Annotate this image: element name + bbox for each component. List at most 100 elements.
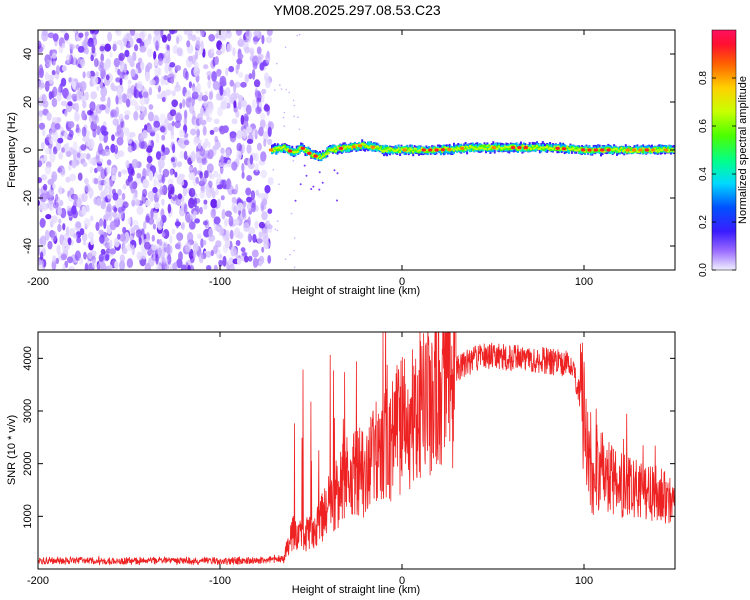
noise-blob <box>56 224 63 232</box>
noise-blob <box>47 178 55 186</box>
signal-band-segment <box>313 152 316 155</box>
noise-blob <box>166 44 170 51</box>
signal-band-segment <box>623 147 626 150</box>
noise-blob <box>261 34 265 45</box>
signal-band-segment <box>521 147 524 152</box>
noise-blob <box>44 147 52 155</box>
noise-blob <box>70 57 74 64</box>
noise-blob <box>91 259 98 269</box>
noise-speck <box>289 253 291 256</box>
noise-blob <box>267 208 273 214</box>
noise-blob <box>131 158 139 169</box>
signal-peak <box>338 146 344 150</box>
signal-band-segment <box>326 149 329 153</box>
noise-blob <box>109 239 113 249</box>
signal-band-segment <box>278 147 281 151</box>
signal-band-segment <box>285 149 288 152</box>
noise-blob <box>62 263 66 270</box>
noise-blob <box>213 225 221 231</box>
noise-blob <box>252 257 259 268</box>
noise-blob <box>204 170 209 179</box>
signal-band-segment <box>643 148 646 154</box>
signal-band-segment <box>653 147 656 150</box>
noise-blob <box>259 119 266 129</box>
noise-blob <box>148 192 153 202</box>
noise-blob <box>261 246 265 253</box>
noise-blob <box>87 110 93 116</box>
noise-speck <box>282 116 285 119</box>
signal-band-segment <box>278 146 281 149</box>
signal-band-segment <box>649 148 652 153</box>
noise-blob <box>236 130 243 139</box>
noise-blob <box>254 88 259 99</box>
noise-blob <box>206 265 212 270</box>
signal-band-segment <box>426 149 429 153</box>
noise-blob <box>72 141 78 151</box>
noise-blob <box>58 152 64 160</box>
noise-blob <box>249 47 255 56</box>
noise-blob <box>47 240 53 250</box>
noise-blob <box>137 67 142 74</box>
noise-blob <box>73 194 79 202</box>
signal-band-segment <box>346 145 349 149</box>
noise-blob <box>159 185 165 196</box>
signal-band-segment <box>610 148 613 151</box>
signal-band-segment <box>387 148 390 151</box>
signal-band-segment <box>607 146 610 150</box>
noise-blob <box>130 168 135 176</box>
noise-blob <box>251 69 256 80</box>
noise-blob <box>58 117 62 123</box>
noise-blob <box>217 173 222 183</box>
noise-blob <box>225 67 229 74</box>
noise-blob <box>258 260 263 267</box>
signal-band-segment <box>598 147 601 150</box>
noise-blob <box>62 242 65 252</box>
signal-band-segment <box>531 144 534 147</box>
signal-band-segment <box>576 146 579 150</box>
signal-band-segment <box>486 145 489 147</box>
noise-blob <box>84 262 89 270</box>
noise-blob <box>132 51 137 62</box>
signal-band-segment <box>375 147 378 152</box>
noise-blob <box>99 45 105 52</box>
noise-blob <box>199 206 203 215</box>
noise-blob <box>126 87 133 99</box>
noise-blob <box>153 210 158 220</box>
signal-band-segment <box>387 146 390 150</box>
noise-blob <box>199 161 203 170</box>
noise-blob <box>248 73 253 80</box>
noise-blob <box>65 54 72 64</box>
signal-band-segment <box>402 147 404 150</box>
noise-speck <box>272 168 275 171</box>
noise-blob <box>51 52 57 59</box>
noise-blob <box>75 123 80 133</box>
noise-blob <box>193 197 197 208</box>
signal-band-segment <box>320 156 323 159</box>
noise-blob <box>252 128 258 137</box>
noise-blob <box>75 102 79 113</box>
noise-blob <box>171 228 176 235</box>
noise-blob <box>186 40 191 48</box>
noise-blob <box>213 245 218 254</box>
noise-blob <box>265 220 271 228</box>
signal-band-segment <box>559 148 562 151</box>
noise-blob <box>252 61 258 70</box>
signal-band-segment <box>655 147 658 150</box>
signal-band-segment <box>425 149 428 152</box>
noise-blob <box>253 79 261 88</box>
signal-peak <box>434 148 439 152</box>
noise-blob <box>52 86 58 98</box>
noise-blob <box>246 202 253 212</box>
noise-blob <box>243 113 249 124</box>
noise-blob <box>173 261 178 270</box>
signal-band-segment <box>489 147 492 151</box>
signal-peak <box>459 146 465 150</box>
noise-speck <box>292 99 295 102</box>
signal-band-segment <box>356 144 359 147</box>
noise-blob <box>179 137 183 144</box>
noise-blob <box>62 223 66 231</box>
signal-band-segment <box>419 149 422 152</box>
signal-peak <box>287 149 293 153</box>
noise-blob <box>256 236 264 244</box>
noise-blob <box>191 34 197 42</box>
